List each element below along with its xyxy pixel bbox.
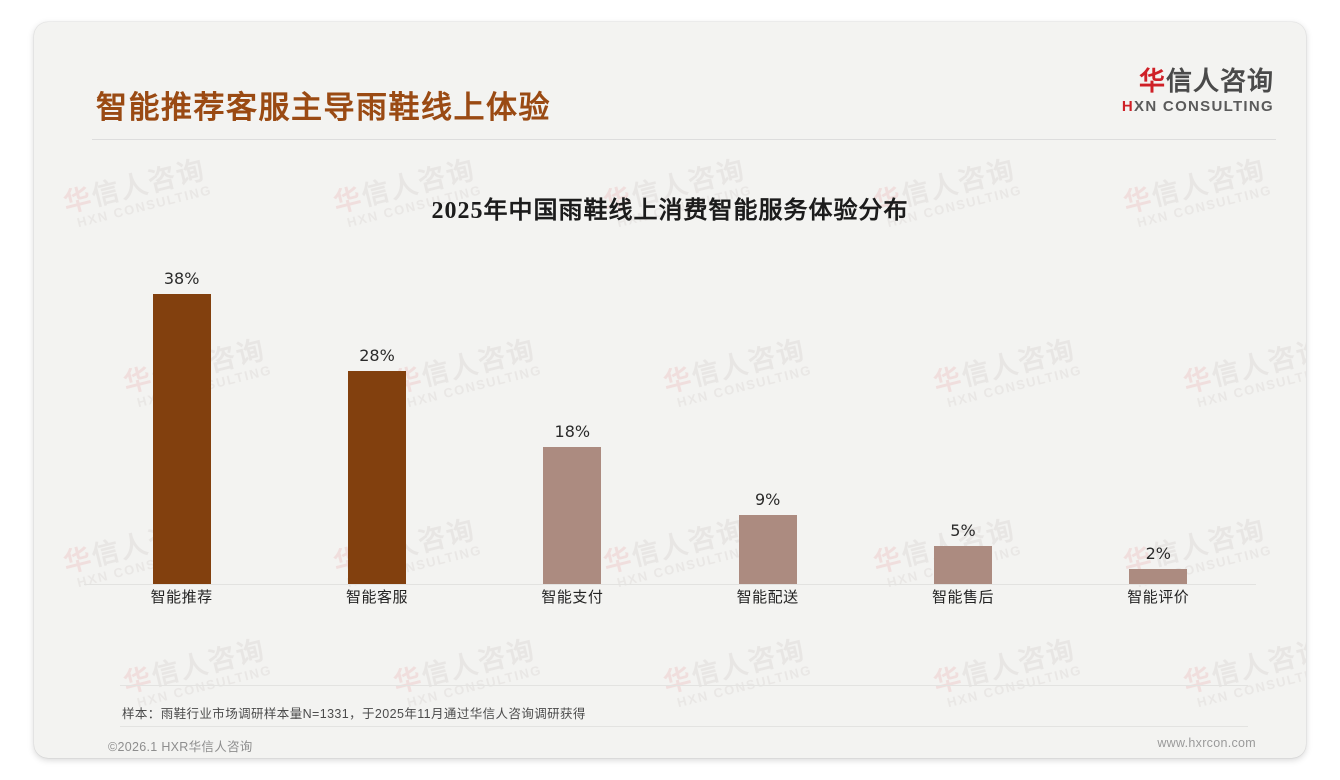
chart-plot-area: 38% 28% 18% 9% 5% 2% xyxy=(84,254,1256,585)
logo-chinese-rest: 信人咨询 xyxy=(1165,66,1274,96)
bar-value-label: 28% xyxy=(359,346,395,365)
bar-group: 38% 28% 18% 9% 5% 2% xyxy=(84,264,1256,584)
bar[interactable] xyxy=(933,546,992,584)
source-footnote: 样本：雨鞋行业市场调研样本量N=1331，于2025年11月通过华信人咨询调研获… xyxy=(122,707,586,721)
bar-slot: 18% xyxy=(475,264,670,584)
category-label: 智能推荐 xyxy=(150,589,213,606)
company-logo: 华信人咨询 HXN CONSULTING xyxy=(1122,66,1274,115)
bar-slot: 2% xyxy=(1061,264,1256,584)
category-label: 智能支付 xyxy=(541,589,604,606)
slide-footer: ©2026.1 HXR华信人咨询 www.hxrcon.com xyxy=(34,728,1306,758)
footnote-divider-top xyxy=(120,685,1248,686)
category-label: 智能配送 xyxy=(736,589,799,606)
bar-value-label: 2% xyxy=(1145,544,1171,563)
slide-header: 智能推荐客服主导雨鞋线上体验 华信人咨询 HXN CONSULTING xyxy=(34,22,1306,140)
x-axis-line xyxy=(84,584,1256,585)
footnote-divider-bottom xyxy=(120,726,1248,727)
bar-value-label: 18% xyxy=(554,422,591,441)
bar[interactable] xyxy=(1129,569,1188,584)
logo-english: HXN CONSULTING xyxy=(1122,98,1274,115)
bar-value-label: 9% xyxy=(754,490,781,509)
copyright-text: ©2026.1 HXR华信人咨询 xyxy=(108,740,253,754)
category-axis-labels: 智能推荐 智能客服 智能支付 智能配送 智能售后 智能评价 xyxy=(84,586,1256,607)
bar-value-label: 5% xyxy=(950,521,976,540)
bar-slot: 5% xyxy=(865,264,1060,584)
website-url[interactable]: www.hxrcon.com xyxy=(1157,736,1256,750)
category-label: 智能客服 xyxy=(345,589,408,606)
logo-chinese-accent: 华 xyxy=(1138,66,1166,96)
bar[interactable] xyxy=(543,447,602,584)
chart-title: 2025年中国雨鞋线上消费智能服务体验分布 xyxy=(431,198,909,224)
header-divider xyxy=(92,139,1276,140)
logo-chinese: 华信人咨询 xyxy=(1122,66,1274,97)
bar-slot: 38% xyxy=(84,264,279,584)
bar[interactable] xyxy=(738,515,797,584)
bar-slot: 9% xyxy=(670,264,865,584)
presentation-slide: 华信人咨询 HXN CONSULTING 华信人咨询 HXN CONSULTING 华信… xyxy=(34,22,1306,758)
chart-container: 2025年中国雨鞋线上消费智能服务体验分布 38% 28% 18% 9% 5% 2% 智能… xyxy=(34,162,1306,642)
bar-value-label: 38% xyxy=(163,269,200,288)
bar[interactable] xyxy=(152,294,211,584)
category-label: 智能售后 xyxy=(931,589,994,606)
logo-english-accent: H xyxy=(1121,97,1135,115)
bar-slot: 28% xyxy=(279,264,474,584)
category-label: 智能评价 xyxy=(1127,589,1190,606)
bar[interactable] xyxy=(347,371,406,584)
page-title: 智能推荐客服主导雨鞋线上体验 xyxy=(96,90,551,125)
logo-english-rest: XN CONSULTING xyxy=(1134,97,1274,115)
